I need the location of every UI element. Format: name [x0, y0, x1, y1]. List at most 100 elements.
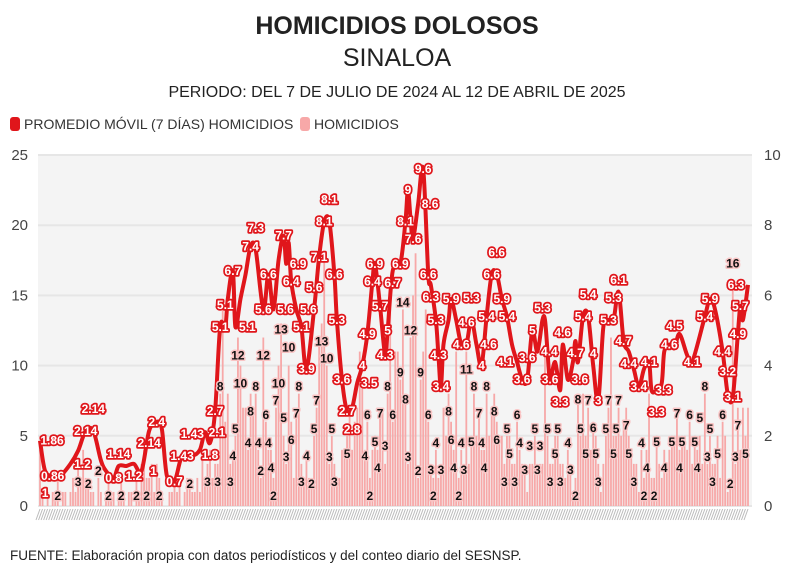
- line-label: 5.9: [702, 292, 719, 306]
- line-label: 5.1: [212, 320, 229, 334]
- bar: [168, 491, 171, 506]
- bar: [429, 463, 432, 506]
- x-tick-date: [565, 508, 571, 521]
- x-tick-date: [588, 508, 594, 521]
- bar: [602, 463, 605, 506]
- bar: [711, 463, 714, 506]
- bar-label: 5: [577, 422, 584, 436]
- bar: [328, 463, 331, 506]
- bar-label: 2: [133, 489, 140, 503]
- bar-label: 5: [714, 447, 721, 461]
- x-tick-date: [378, 508, 384, 521]
- x-tick-date: [738, 508, 744, 521]
- x-tick-date: [167, 508, 173, 521]
- x-tick-date: [312, 508, 318, 521]
- x-tick-date: [281, 508, 287, 521]
- x-tick-date: [626, 508, 632, 521]
- line-label: 4.3: [430, 348, 447, 362]
- bar: [696, 449, 699, 506]
- chart-period: PERIODO: DEL 7 DE JULIO DE 2024 AL 12 DE…: [168, 84, 625, 101]
- bar: [303, 477, 305, 506]
- bar: [414, 253, 417, 506]
- line-label: 5.4: [575, 309, 592, 323]
- x-tick-date: [497, 508, 503, 521]
- x-tick-date: [512, 508, 518, 521]
- line-label: 4.6: [554, 326, 571, 340]
- bar: [655, 435, 658, 506]
- x-tick-date: [218, 508, 224, 521]
- x-tick-date: [416, 508, 422, 521]
- bar-label: 6: [448, 433, 455, 447]
- bar-label: 8: [491, 405, 498, 419]
- bar: [252, 407, 255, 506]
- x-tick-date: [421, 508, 427, 521]
- bar-label: 4: [361, 449, 368, 463]
- x-tick-date: [215, 508, 221, 521]
- line-label: 6.6: [260, 267, 277, 281]
- line-label: 5.9: [443, 292, 460, 306]
- x-tick-date: [261, 508, 267, 521]
- bar: [566, 449, 569, 506]
- bar-label: 3: [595, 475, 602, 489]
- x-tick-date: [109, 508, 115, 521]
- x-tick-date: [243, 508, 249, 521]
- x-tick-date: [530, 508, 536, 521]
- x-tick-date: [728, 508, 734, 521]
- bar-label: 2: [85, 477, 92, 491]
- bar-label: 13: [315, 334, 329, 348]
- line-label: 6.9: [367, 257, 384, 271]
- x-tick-date: [200, 508, 206, 521]
- bar: [556, 435, 559, 506]
- x-tick-date: [456, 508, 462, 521]
- bar-label: 6: [719, 408, 726, 422]
- bar: [716, 435, 719, 506]
- x-tick-date: [573, 508, 579, 521]
- line-label: 7.1: [311, 250, 328, 264]
- bar-label: 5: [344, 447, 351, 461]
- bar-label: 6: [686, 408, 693, 422]
- bar: [351, 449, 354, 506]
- x-tick-date: [53, 508, 59, 521]
- bar: [589, 449, 592, 506]
- x-tick-date: [444, 508, 450, 521]
- x-tick-date: [510, 508, 516, 521]
- bar-label: 2: [118, 489, 125, 503]
- bar: [196, 477, 199, 506]
- bar: [706, 463, 709, 506]
- line-label: 7.3: [247, 221, 264, 235]
- bar-label: 8: [471, 380, 478, 394]
- bar-label: 6: [590, 421, 597, 435]
- line-label: 5: [384, 324, 391, 338]
- bar: [452, 449, 455, 506]
- bar: [396, 351, 399, 506]
- bar: [178, 477, 181, 506]
- bar: [709, 435, 711, 506]
- bar-label: 3: [567, 463, 574, 477]
- bar-label: 4: [676, 461, 683, 475]
- x-tick-date: [634, 508, 640, 521]
- bar: [747, 407, 749, 506]
- bar-label: 5: [328, 422, 335, 436]
- line-label: 6.7: [225, 264, 242, 278]
- bar: [599, 491, 602, 506]
- x-tick-date: [385, 508, 391, 521]
- bar: [658, 463, 661, 506]
- x-tick-date: [507, 508, 513, 521]
- line-label: 5.4: [478, 309, 495, 323]
- x-tick-date: [86, 508, 92, 521]
- bar: [632, 463, 635, 506]
- bar: [145, 477, 148, 506]
- x-tick-date: [365, 508, 371, 521]
- x-tick-date: [139, 508, 145, 521]
- line-label: 3.6: [334, 373, 351, 387]
- bar: [371, 449, 374, 506]
- bar: [391, 421, 394, 506]
- line-label: 5.4: [499, 309, 516, 323]
- bar-label: 2: [727, 477, 734, 491]
- x-tick-date: [121, 508, 127, 521]
- bar: [485, 393, 488, 506]
- bar: [703, 393, 706, 506]
- bar: [92, 491, 95, 506]
- bar-label: 4: [433, 436, 440, 450]
- bar-label: 8: [252, 380, 259, 394]
